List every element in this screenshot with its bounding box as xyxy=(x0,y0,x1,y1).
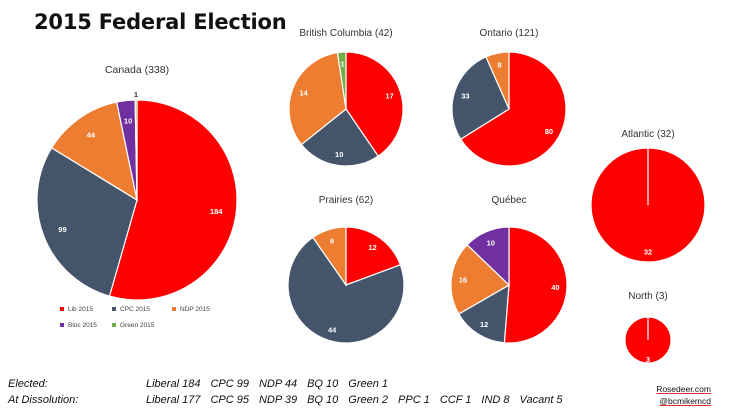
legend-item-bloc: Bloc 2015 xyxy=(60,322,97,329)
pie-5: Atlantic (32) 32 xyxy=(590,129,706,263)
elected-party: Green 1 xyxy=(348,378,389,390)
elected-party: NDP 44 xyxy=(258,378,298,390)
legend-swatch-cpc xyxy=(112,307,116,312)
pie-title: North (3) xyxy=(628,291,667,302)
pie-data-label: 1 xyxy=(134,90,138,99)
pie-3: Prairies (62) 12 44 6 xyxy=(287,195,405,344)
pie-slice-ndp xyxy=(50,101,138,202)
pie-slice-lib xyxy=(108,99,238,301)
pie-data-label: 40 xyxy=(551,283,559,292)
pie-data-label: 14 xyxy=(299,88,308,97)
pie-slice-bloc xyxy=(466,226,510,287)
dissolution-party: Vacant 5 xyxy=(519,394,563,406)
credits: Rosedeer.com @bcmikemcd xyxy=(656,383,711,407)
pie-1: British Columbia (42) 17 10 14 1 xyxy=(288,28,404,167)
pie-data-label: 80 xyxy=(545,127,553,136)
legend-item-green: Green 2015 xyxy=(112,322,154,329)
pie-slice-ndp xyxy=(450,243,510,315)
pie-data-label: 44 xyxy=(328,325,337,334)
legend-item-cpc: CPC 2015 xyxy=(112,306,150,313)
pie-title: Prairies (62) xyxy=(319,195,373,206)
pie-data-label: 184 xyxy=(210,207,223,216)
pie-slice-cpc xyxy=(300,108,379,167)
dissolution-parties: Liberal 177 CPC 95 NDP 39 BQ 10 Green 2 PPC 1… xyxy=(146,394,573,406)
pie-slice-lib xyxy=(345,51,404,157)
pie-data-label: 10 xyxy=(124,116,132,125)
pie-2: Ontario (121) 80 33 8 xyxy=(451,28,567,167)
pie-data-label: 6 xyxy=(330,237,334,246)
page-title: 2015 Federal Election xyxy=(34,10,287,34)
pie-title: Québec xyxy=(491,195,526,206)
legend-swatch-bloc xyxy=(60,323,64,328)
pie-0: Canada (338) 184 99 44 10 1 xyxy=(36,64,238,301)
dissolution-party: CPC 95 xyxy=(210,394,249,406)
pie-data-label: 10 xyxy=(335,150,343,159)
dissolution-party: NDP 39 xyxy=(258,394,298,406)
pie-data-label: 16 xyxy=(459,275,467,284)
pie-slice-ndp xyxy=(288,51,347,146)
pie-data-label: 32 xyxy=(644,248,652,257)
dissolution-party: BQ 10 xyxy=(307,394,339,406)
pie-data-label: 12 xyxy=(480,320,488,329)
pie-slice-cpc xyxy=(457,283,510,344)
pie-slice-ndp xyxy=(312,226,347,287)
pie-title: Ontario (121) xyxy=(480,28,539,39)
pie-data-label: 8 xyxy=(498,60,502,69)
pie-data-label: 3 xyxy=(646,355,650,364)
pie-title: Canada (338) xyxy=(105,64,169,76)
pie-slice-green xyxy=(336,51,347,110)
elected-parties: Liberal 184 CPC 99 NDP 44 BQ 10 Green 1 xyxy=(146,378,398,390)
dissolution-party: CCF 1 xyxy=(439,394,472,406)
legend-swatch-green xyxy=(112,323,116,328)
pie-data-label: 99 xyxy=(58,225,66,234)
pie-data-label: 33 xyxy=(461,92,469,101)
pie-slice-green xyxy=(134,99,138,201)
handle-credit: @bcmikemcd xyxy=(659,396,711,406)
elected-label: Elected: xyxy=(8,378,48,390)
elected-party: BQ 10 xyxy=(307,378,339,390)
pie-data-label: 1 xyxy=(341,60,345,69)
elected-party: Liberal 184 xyxy=(146,378,201,390)
pie-slice-lib xyxy=(459,51,567,167)
pie-slice-lib xyxy=(345,226,402,286)
pie-4: Québec 40 12 16 10 xyxy=(450,195,568,344)
pie-data-label: 12 xyxy=(368,243,376,252)
pie-6: North (3) 3 xyxy=(624,291,672,364)
dissolution-label: At Dissolution: xyxy=(8,394,79,406)
pie-slice-ndp xyxy=(485,51,510,110)
pie-slice-cpc xyxy=(287,236,405,344)
pie-data-label: 10 xyxy=(487,238,495,247)
pie-slice-lib xyxy=(503,226,568,344)
legend-swatch-ndp xyxy=(172,307,176,312)
legend-item-ndp: NDP 2015 xyxy=(172,306,210,313)
dissolution-party: PPC 1 xyxy=(398,394,430,406)
pie-title: Atlantic (32) xyxy=(621,129,674,140)
legend-swatch-lib xyxy=(60,307,64,312)
pie-data-label: 44 xyxy=(87,131,96,140)
elected-party: CPC 99 xyxy=(210,378,249,390)
dissolution-party: Green 2 xyxy=(348,394,389,406)
pie-data-label: 17 xyxy=(385,92,393,101)
legend: Lib 2015 CPC 2015 NDP 2015 Bloc 2015 Gre… xyxy=(60,306,250,336)
legend-item-lib: Lib 2015 xyxy=(60,306,93,313)
dissolution-party: IND 8 xyxy=(481,394,510,406)
site-credit: Rosedeer.com xyxy=(656,384,711,394)
dissolution-party: Liberal 177 xyxy=(146,394,201,406)
pie-title: British Columbia (42) xyxy=(299,28,392,39)
